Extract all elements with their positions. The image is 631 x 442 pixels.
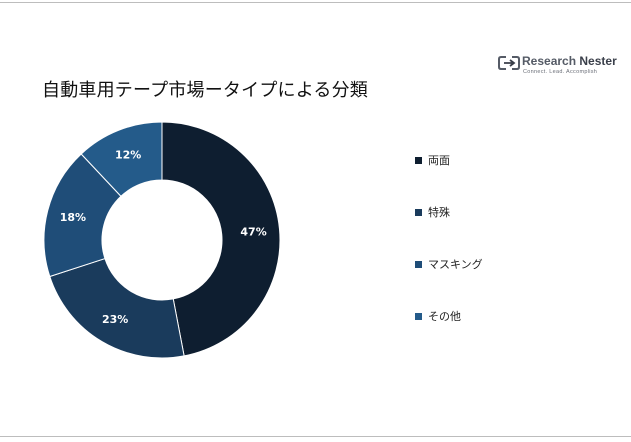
- chart-title: 自動車用テープ市場ータイプによる分類: [42, 80, 368, 101]
- legend-swatch: [415, 208, 422, 216]
- legend-item-double-sided: 両面: [415, 150, 450, 170]
- legend-swatch: [415, 312, 422, 320]
- logo-name: Research Nester: [522, 54, 617, 68]
- legend-item-masking: マスキング: [415, 254, 483, 274]
- logo-name-nester: Nester: [579, 54, 617, 68]
- logo-mark-icon: [498, 56, 520, 70]
- slice-double-sided: [161, 121, 281, 357]
- label-specialty: 23%: [102, 313, 128, 326]
- legend-label: 特殊: [428, 206, 450, 219]
- legend-swatch: [415, 260, 422, 268]
- legend-label: マスキング: [428, 258, 483, 271]
- legend-item-other: その他: [415, 306, 461, 326]
- label-double-sided: 47%: [240, 225, 266, 238]
- slice-specialty: [49, 257, 185, 359]
- research-nester-logo: Research Nester Connect. Lead. Accomplis…: [498, 52, 617, 78]
- legend-item-specialty: 特殊: [415, 202, 450, 222]
- legend-label: 両面: [428, 154, 450, 167]
- bottom-rule: [0, 436, 631, 437]
- logo-name-research: Research: [522, 54, 577, 68]
- label-masking: 18%: [60, 211, 86, 224]
- legend-label: その他: [428, 310, 461, 323]
- top-rule: [0, 2, 631, 3]
- slice-other: [80, 121, 163, 197]
- label-other: 12%: [115, 148, 141, 161]
- logo-tagline: Connect. Lead. Accomplish: [523, 69, 598, 75]
- legend-swatch: [415, 156, 422, 164]
